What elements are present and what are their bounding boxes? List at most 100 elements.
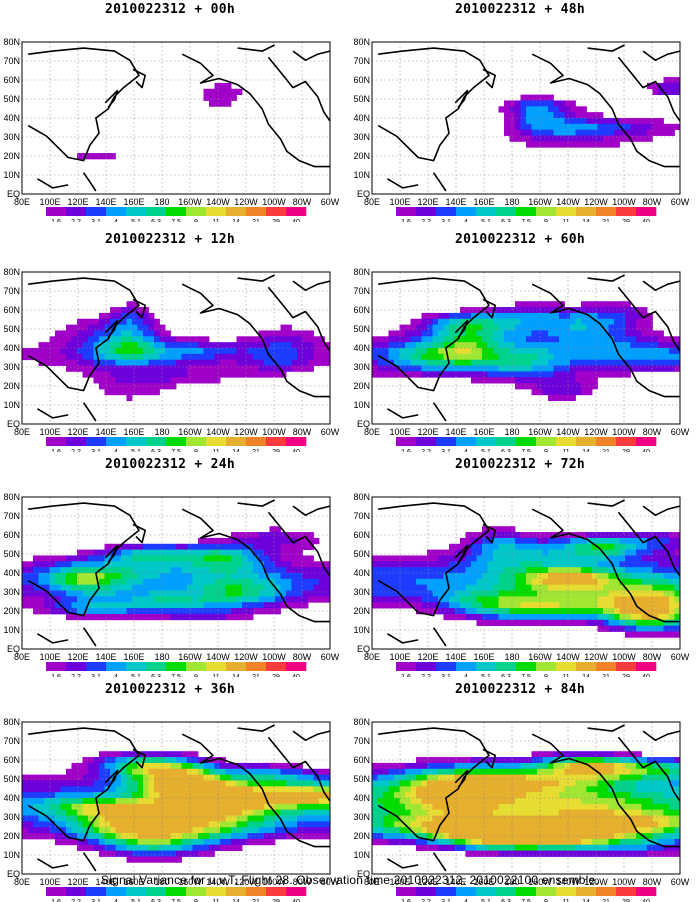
variance-cell <box>487 809 494 816</box>
variance-cell <box>137 555 144 562</box>
variance-cell <box>531 757 538 764</box>
variance-cell <box>603 596 609 603</box>
variance-cell <box>264 359 270 366</box>
variance-cell <box>647 815 653 822</box>
variance-cell <box>203 798 210 805</box>
variance-cell <box>121 774 127 781</box>
variance-cell <box>597 590 604 597</box>
variance-cell <box>531 578 538 586</box>
variance-cell <box>280 768 287 776</box>
variance-cell <box>198 762 204 770</box>
variance-cell <box>482 330 488 337</box>
variance-cell <box>126 394 133 402</box>
variance-cell <box>614 850 620 857</box>
variance-cell <box>209 762 215 770</box>
variance-cell <box>592 365 598 372</box>
variance-cell <box>231 613 237 621</box>
colorbar-label: 14 <box>232 449 240 452</box>
variance-cell <box>82 336 89 343</box>
variance-cell <box>165 359 171 366</box>
variance-cell <box>192 377 199 384</box>
variance-cell <box>77 774 83 781</box>
variance-cell <box>559 394 565 402</box>
variance-cell <box>143 543 149 551</box>
variance-cell <box>548 532 554 539</box>
map-panel: 2010022312 + 48h EQ 10N 20N 30N 40N 50N 60N 70N 8… <box>350 0 690 222</box>
variance-cell <box>286 798 292 805</box>
variance-cell <box>553 827 560 834</box>
variance-cell <box>137 838 144 846</box>
variance-cell <box>553 135 560 142</box>
variance-cell <box>137 377 144 384</box>
variance-cell <box>504 780 510 787</box>
variance-cell <box>575 336 582 343</box>
variance-cell <box>154 567 160 574</box>
variance-cell <box>421 336 428 343</box>
variance-cell <box>236 590 243 597</box>
variance-cell <box>498 786 505 793</box>
variance-cell <box>636 850 642 857</box>
variance-cell <box>383 573 389 580</box>
variance-cell <box>82 342 89 349</box>
variance-cell <box>493 567 499 574</box>
variance-cell <box>66 365 72 372</box>
variance-cell <box>231 365 237 372</box>
variance-cell <box>421 821 428 828</box>
variance-cell <box>542 803 549 811</box>
variance-cell <box>581 751 587 758</box>
variance-cell <box>159 561 166 568</box>
variance-cell <box>170 342 177 349</box>
variance-cell <box>553 567 560 574</box>
variance-cell <box>143 850 149 857</box>
variance-cell <box>377 596 384 603</box>
variance-cell <box>313 821 320 828</box>
variance-cell <box>313 573 320 580</box>
variance-cell <box>636 537 642 545</box>
variance-cell <box>537 330 543 337</box>
variance-cell <box>619 596 626 603</box>
variance-cell <box>515 336 521 343</box>
variance-cell <box>377 792 384 799</box>
variance-cell <box>27 809 34 816</box>
variance-cell <box>432 561 439 568</box>
variance-cell <box>520 786 527 793</box>
colorbar-swatch <box>516 207 537 216</box>
variance-cell <box>658 353 664 361</box>
variance-cell <box>220 596 226 603</box>
variance-cell <box>537 584 543 591</box>
colorbar-label: 6.3 <box>501 219 511 222</box>
variance-cell <box>209 792 215 799</box>
variance-cell <box>559 371 565 378</box>
variance-cell <box>570 112 576 119</box>
variance-cell <box>77 365 83 372</box>
variance-cell <box>438 561 444 568</box>
variance-cell <box>55 330 61 337</box>
variance-cell <box>625 768 631 776</box>
variance-cell <box>253 833 259 840</box>
variance-cell <box>476 838 483 846</box>
variance-cell <box>669 543 675 551</box>
variance-cell <box>465 324 472 331</box>
panel-title: 2010022312 + 00h <box>104 2 236 17</box>
variance-cell <box>559 543 565 551</box>
variance-cell <box>559 561 565 568</box>
variance-cell <box>619 815 626 822</box>
variance-cell <box>104 371 111 378</box>
variance-cell <box>27 774 34 781</box>
variance-cell <box>614 827 620 834</box>
variance-cell <box>454 798 461 805</box>
variance-cell <box>121 821 127 828</box>
variance-cell <box>460 768 466 776</box>
variance-cell <box>247 762 254 770</box>
variance-cell <box>269 792 276 799</box>
variance-cell <box>509 573 516 580</box>
variance-cell <box>55 803 61 811</box>
variance-cell <box>548 821 554 828</box>
variance-cell <box>198 827 204 834</box>
variance-cell <box>647 631 653 638</box>
variance-cell <box>625 330 631 337</box>
variance-cell <box>542 827 549 834</box>
variance-cell <box>586 573 593 580</box>
variance-cell <box>575 377 582 384</box>
variance-cell <box>559 555 565 562</box>
